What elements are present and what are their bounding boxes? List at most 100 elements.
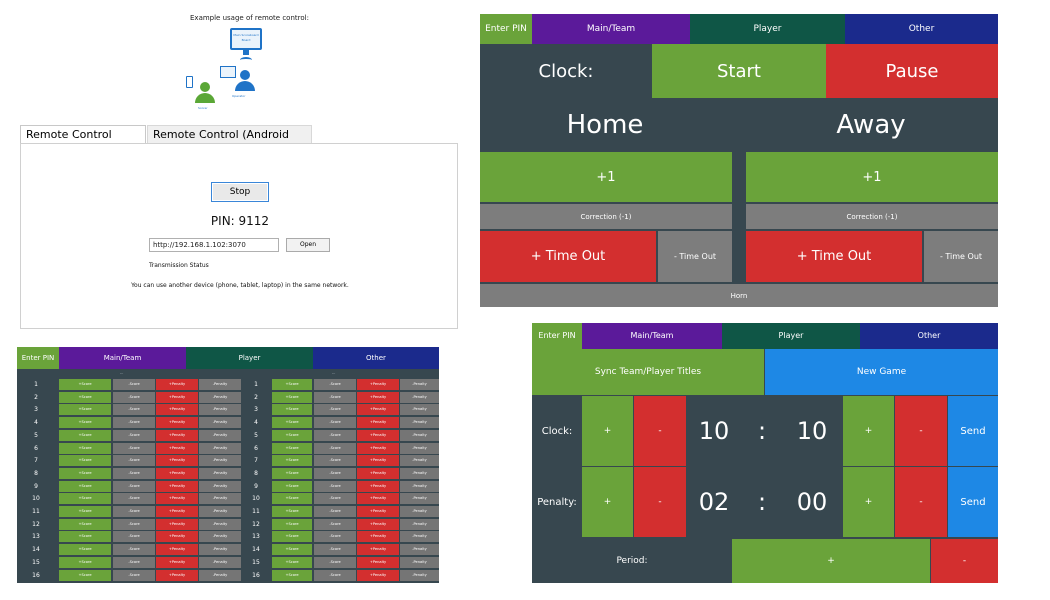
away-plus-score-button[interactable]: +Score [272,556,312,568]
home-minus-penalty-button[interactable]: -Penalty [199,544,241,556]
away-plus-penalty-button[interactable]: +Penalty [357,506,399,517]
away-plus-score-button[interactable]: +Score [272,518,312,530]
away-minus-penalty-button[interactable]: -Penalty [400,569,439,581]
home-minus-score-button[interactable]: -Score [113,404,155,416]
away-plus-penalty-button[interactable]: +Penalty [357,493,399,505]
away-minus-score-button[interactable]: -Score [314,379,356,390]
home-plus-score-button[interactable]: +Score [59,544,111,556]
away-plus-penalty-button[interactable]: +Penalty [357,569,399,581]
home-plus-score-button[interactable]: +Score [59,455,111,467]
home-plus-penalty-button[interactable]: +Penalty [156,417,198,429]
home-minus-score-button[interactable]: -Score [113,417,155,429]
away-minus-score-button[interactable]: -Score [314,531,356,543]
away-minus-penalty-button[interactable]: -Penalty [400,467,439,479]
home-plus-penalty-button[interactable]: +Penalty [156,556,198,568]
stop-button[interactable]: Stop [211,182,269,202]
away-plus-score-button[interactable]: +Score [272,379,312,390]
away-minus-score-button[interactable]: -Score [314,506,356,517]
away-minus-score-button[interactable]: -Score [314,569,356,581]
away-minus-penalty-button[interactable]: -Penalty [400,556,439,568]
tab-other[interactable]: Other [845,14,998,44]
away-plus-score-button[interactable]: +Score [272,429,312,441]
home-plus-penalty-button[interactable]: +Penalty [156,544,198,556]
tab-enter-pin[interactable]: Enter PIN [480,14,532,44]
start-button[interactable]: Start [652,44,826,98]
away-minus-penalty-button[interactable]: -Penalty [400,404,439,416]
clock-send-button[interactable]: Send [948,396,998,466]
away-minus-penalty-button[interactable]: -Penalty [400,417,439,429]
home-minus-score-button[interactable]: -Score [113,455,155,467]
away-minus-score-button[interactable]: -Score [314,455,356,467]
home-plus-penalty-button[interactable]: +Penalty [156,404,198,416]
home-plus-score-button[interactable]: +Score [59,467,111,479]
penalty-minutes-minus-button[interactable]: - [634,467,686,537]
home-plus-penalty-button[interactable]: +Penalty [156,480,198,492]
home-minus-penalty-button[interactable]: -Penalty [199,417,241,429]
home-plus-score-button[interactable]: +Score [59,531,111,543]
period-minus-button[interactable]: - [931,539,998,583]
home-minus-penalty-button[interactable]: -Penalty [199,467,241,479]
away-minus-score-button[interactable]: -Score [314,556,356,568]
url-field[interactable]: http://192.168.1.102:3070 [149,238,279,252]
home-plus-penalty-button[interactable]: +Penalty [156,493,198,505]
home-plus-score-button[interactable]: +Score [59,417,111,429]
tab-main-team[interactable]: Main/Team [582,323,722,349]
home-plus-timeout-button[interactable]: + Time Out [480,231,656,282]
home-minus-score-button[interactable]: -Score [113,429,155,441]
away-plus-penalty-button[interactable]: +Penalty [357,429,399,441]
away-plus-penalty-button[interactable]: +Penalty [357,391,399,403]
tab-player[interactable]: Player [722,323,860,349]
home-minus-score-button[interactable]: -Score [113,467,155,479]
home-plus-score-button[interactable]: +Score [59,429,111,441]
away-plus-penalty-button[interactable]: +Penalty [357,544,399,556]
tab-other[interactable]: Other [860,323,998,349]
away-plus-penalty-button[interactable]: +Penalty [357,518,399,530]
home-plus-penalty-button[interactable]: +Penalty [156,467,198,479]
home-minus-penalty-button[interactable]: -Penalty [199,455,241,467]
away-plus-score-button[interactable]: +Score [272,531,312,543]
home-minus-score-button[interactable]: -Score [113,379,155,390]
away-minus-score-button[interactable]: -Score [314,442,356,454]
away-plus-penalty-button[interactable]: +Penalty [357,455,399,467]
tab-enter-pin[interactable]: Enter PIN [532,323,582,349]
away-minus-score-button[interactable]: -Score [314,404,356,416]
away-plus-score-button[interactable]: +Score [272,480,312,492]
home-plus-penalty-button[interactable]: +Penalty [156,569,198,581]
home-minus-penalty-button[interactable]: -Penalty [199,569,241,581]
away-plus-score-button[interactable]: +Score [272,544,312,556]
open-button[interactable]: Open [286,238,330,252]
home-minus-penalty-button[interactable]: -Penalty [199,442,241,454]
away-plus-score-button[interactable]: +Score [272,506,312,517]
tab-other[interactable]: Other [313,347,439,369]
home-plus-score-button[interactable]: +Score [59,404,111,416]
home-minus-timeout-button[interactable]: - Time Out [658,231,732,282]
away-minus-timeout-button[interactable]: - Time Out [924,231,998,282]
clock-seconds-minus-button[interactable]: - [895,396,947,466]
away-plus-penalty-button[interactable]: +Penalty [357,379,399,390]
away-plus-penalty-button[interactable]: +Penalty [357,417,399,429]
home-plus-penalty-button[interactable]: +Penalty [156,391,198,403]
new-game-button[interactable]: New Game [765,349,998,395]
home-minus-penalty-button[interactable]: -Penalty [199,493,241,505]
tab-enter-pin[interactable]: Enter PIN [17,347,59,369]
home-minus-score-button[interactable]: -Score [113,442,155,454]
away-plus-score-button[interactable]: +Score [272,442,312,454]
horn-button[interactable]: Horn [480,284,998,307]
clock-minutes-minus-button[interactable]: - [634,396,686,466]
away-minus-penalty-button[interactable]: -Penalty [400,493,439,505]
away-plus-score-button[interactable]: +Score [272,455,312,467]
penalty-send-button[interactable]: Send [948,467,998,537]
home-plus-one-button[interactable]: +1 [480,152,732,202]
away-minus-penalty-button[interactable]: -Penalty [400,391,439,403]
home-plus-penalty-button[interactable]: +Penalty [156,429,198,441]
tab-remote-web[interactable]: Remote Control (WEB) [20,125,146,159]
away-plus-score-button[interactable]: +Score [272,391,312,403]
home-plus-penalty-button[interactable]: +Penalty [156,442,198,454]
penalty-seconds-minus-button[interactable]: - [895,467,947,537]
away-plus-score-button[interactable]: +Score [272,417,312,429]
away-minus-penalty-button[interactable]: -Penalty [400,429,439,441]
away-minus-score-button[interactable]: -Score [314,493,356,505]
home-plus-score-button[interactable]: +Score [59,391,111,403]
home-plus-score-button[interactable]: +Score [59,518,111,530]
home-minus-score-button[interactable]: -Score [113,391,155,403]
